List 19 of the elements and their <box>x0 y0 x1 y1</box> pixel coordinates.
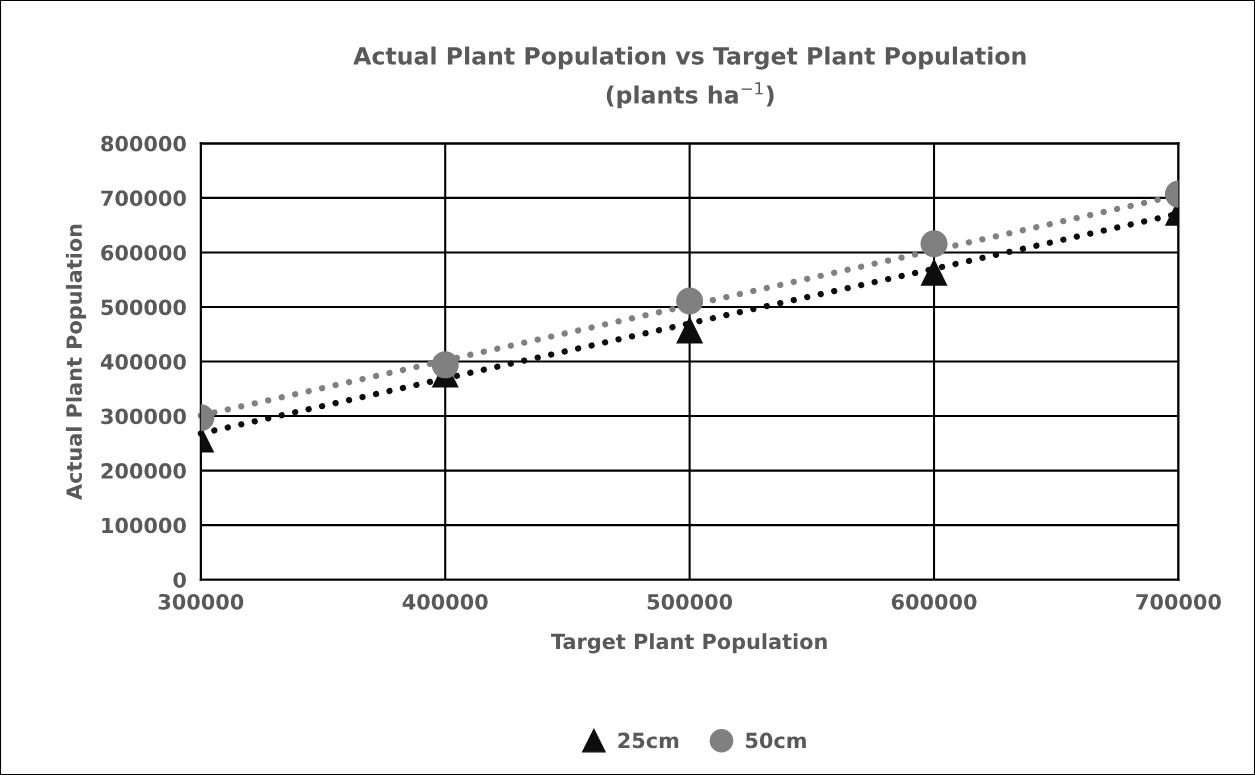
y-tick-label: 0 <box>173 572 186 588</box>
x-axis-title: Target Plant Population <box>551 633 827 654</box>
legend-label: 50cm <box>746 732 806 749</box>
x-tick-label: 300000 <box>158 593 244 610</box>
y-axis-title: Actual Plant Population <box>65 224 87 500</box>
y-tick-label: 700000 <box>101 190 186 207</box>
y-tick-label: 500000 <box>101 299 186 316</box>
y-tick-label: 600000 <box>101 244 186 261</box>
y-tick-label: 100000 <box>102 517 186 534</box>
x-tick-label: 400000 <box>402 593 488 610</box>
y-tick-label: 200000 <box>101 463 186 479</box>
y-tick-label: 300000 <box>101 408 186 425</box>
legend-label: 25cm <box>618 732 679 749</box>
y-tick-label: 400000 <box>100 353 186 370</box>
chart-title: Actual Plant Population vs Target Plant Population (plants ha$^{−1}$) <box>353 46 1026 109</box>
x-tick-label: 500000 <box>647 593 733 610</box>
x-tick-label: 600000 <box>891 593 977 610</box>
y-tick-label: 800000 <box>101 135 186 152</box>
x-tick-label: 700000 <box>1136 593 1221 610</box>
